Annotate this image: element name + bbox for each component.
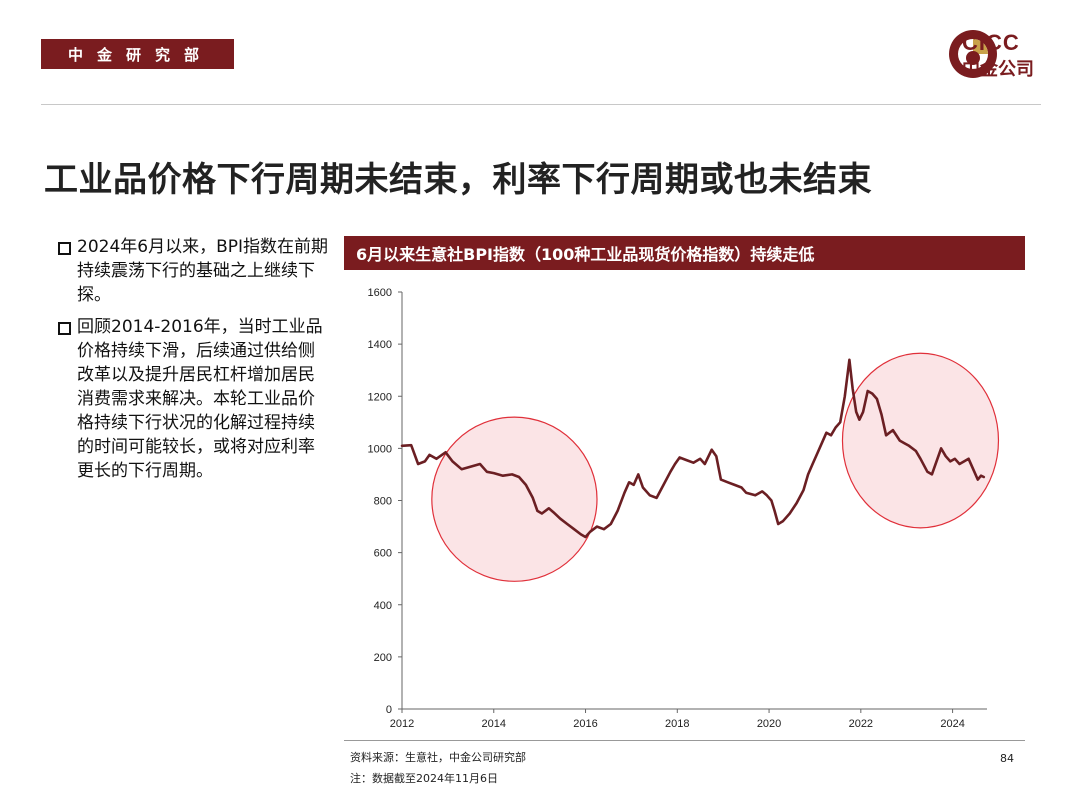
data-note: 注：数据截至2024年11月6日: [350, 772, 498, 785]
x-tick-label: 2018: [665, 718, 689, 730]
y-tick-label: 1000: [368, 443, 392, 455]
highlight-circle: [431, 416, 598, 582]
x-tick-label: 2014: [482, 718, 506, 730]
x-tick-label: 2020: [757, 718, 781, 730]
source-note: 资料来源：生意社，中金公司研究部: [350, 751, 526, 764]
chart-title: 6月以来生意社BPI指数（100种工业品现货价格指数）持续走低: [344, 236, 1025, 270]
logo-text-en: CICC: [962, 30, 1020, 55]
y-tick-label: 1600: [368, 287, 392, 299]
bullet-text: 回顾2014-2016年，当时工业品价格持续下滑，后续通过供给侧改革以及提升居民…: [77, 317, 323, 481]
x-tick-label: 2012: [390, 718, 414, 730]
page-number: 84: [1000, 752, 1014, 765]
y-tick-label: 400: [374, 600, 392, 612]
bullet-item: 2024年6月以来，BPI指数在前期持续震荡下行的基础之上继续下探。: [58, 235, 330, 307]
department-tag: 中金研究部: [41, 39, 234, 69]
y-tick-label: 1400: [368, 339, 392, 351]
square-bullet-icon: [58, 242, 71, 255]
bullet-text: 2024年6月以来，BPI指数在前期持续震荡下行的基础之上继续下探。: [77, 237, 329, 305]
y-tick-label: 1200: [368, 391, 392, 403]
bullet-item: 回顾2014-2016年，当时工业品价格持续下滑，后续通过供给侧改革以及提升居民…: [58, 315, 330, 483]
top-divider: [41, 104, 1041, 105]
logo-text-cn: 中金公司: [962, 59, 1034, 80]
x-tick-label: 2016: [573, 718, 597, 730]
y-tick-label: 600: [374, 548, 392, 560]
y-tick-label: 0: [386, 704, 392, 716]
footer-divider: [344, 740, 1025, 741]
x-tick-label: 2024: [940, 718, 964, 730]
bullet-list: 2024年6月以来，BPI指数在前期持续震荡下行的基础之上继续下探。 回顾201…: [58, 235, 330, 491]
y-tick-label: 800: [374, 496, 392, 508]
cicc-logo-icon: [949, 30, 997, 78]
highlight-circle: [841, 352, 1000, 529]
bpi-line-chart: 0 200 400 600 800 1000 1200 1400 1600 2012 2014 201…: [368, 287, 1000, 730]
y-tick-label: 200: [374, 652, 392, 664]
x-tick-label: 2022: [849, 718, 873, 730]
series-line: [400, 358, 986, 539]
square-bullet-icon: [58, 322, 71, 335]
page-title: 工业品价格下行周期未结束，利率下行周期或也未结束: [44, 160, 872, 200]
